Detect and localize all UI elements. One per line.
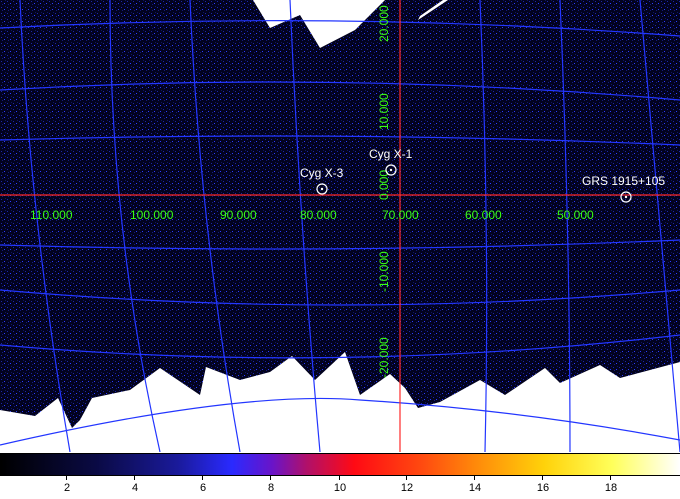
- lon-label: 90.000: [220, 208, 257, 222]
- longitude-grid: [19, 0, 680, 452]
- lon-label: 70.000: [382, 208, 419, 222]
- longitude-labels: 110.000 100.000 90.000 80.000 70.000 60.…: [30, 208, 594, 222]
- lon-label: 110.000: [30, 208, 73, 222]
- lat-label: 0.000: [377, 170, 391, 200]
- source-marker-icon: [385, 164, 397, 176]
- colorbar-label: 10: [333, 482, 347, 494]
- colorbar-label: 8: [267, 482, 275, 494]
- colorbar-label: 16: [536, 482, 550, 494]
- lat-label: 10.000: [377, 93, 391, 130]
- lon-label: 60.000: [465, 208, 502, 222]
- colorbar-label: 2: [63, 482, 71, 494]
- colorbar-label: 18: [604, 482, 618, 494]
- source-label: Cyg X-1: [369, 147, 413, 161]
- colorbar-gradient: [0, 453, 680, 476]
- source-marker-icon: [620, 191, 632, 203]
- source-grs-1915[interactable]: GRS 1915+105: [582, 174, 665, 203]
- colorbar-label: 12: [400, 482, 414, 494]
- latitude-grid: [0, 20, 680, 446]
- source-label: Cyg X-3: [300, 166, 344, 180]
- sky-map-canvas: 110.000 100.000 90.000 80.000 70.000 60.…: [0, 0, 680, 452]
- source-cyg-x3[interactable]: Cyg X-3: [300, 166, 344, 195]
- colorbar-label: 4: [131, 482, 139, 494]
- lon-label: 100.000: [130, 208, 174, 222]
- lat-label: -20.000: [377, 337, 391, 378]
- source-cyg-x1[interactable]: Cyg X-1: [369, 147, 413, 176]
- source-marker-icon: [316, 183, 328, 195]
- colorbar-label: 6: [199, 482, 207, 494]
- colorbar-label: 14: [468, 482, 482, 494]
- lon-label: 80.000: [300, 208, 337, 222]
- source-label: GRS 1915+105: [582, 174, 665, 188]
- lat-label: 20.000: [377, 5, 391, 42]
- lat-label: -10.000: [377, 251, 391, 292]
- colorbar: 2 4 6 8 10 12 14 16 18: [0, 452, 680, 499]
- sky-map[interactable]: 110.000 100.000 90.000 80.000 70.000 60.…: [0, 0, 680, 452]
- latitude-labels: 20.000 10.000 0.000 -10.000 -20.000: [377, 5, 391, 378]
- exposure-mosaic: [0, 0, 680, 428]
- lon-label: 50.000: [557, 208, 594, 222]
